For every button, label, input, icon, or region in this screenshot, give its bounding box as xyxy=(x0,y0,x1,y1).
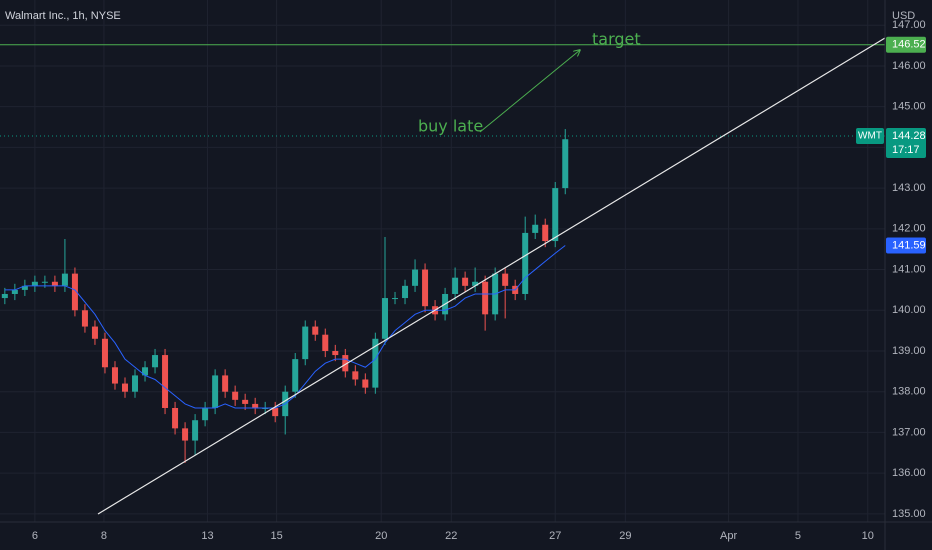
candle-body xyxy=(312,326,319,335)
candle-body xyxy=(21,285,28,290)
y-tick-label: 145.00 xyxy=(892,101,926,113)
x-tick-label: 5 xyxy=(795,530,801,542)
candle-body xyxy=(222,375,229,392)
x-tick-label: 10 xyxy=(862,530,874,542)
candle-body xyxy=(352,371,359,380)
x-tick-label: 13 xyxy=(201,530,213,542)
candle-body xyxy=(202,407,209,421)
symbol-badge xyxy=(856,127,884,144)
candle-body xyxy=(372,338,379,388)
candle-body xyxy=(522,232,529,294)
target-badge xyxy=(886,36,926,53)
candle-body xyxy=(41,281,48,283)
symbol-label: WMT xyxy=(858,131,882,142)
candle-body xyxy=(81,310,88,327)
candle-body xyxy=(482,281,489,315)
ma-price-label: 141.59 xyxy=(892,239,926,251)
y-tick-label: 146.00 xyxy=(892,60,926,72)
y-tick-label: 143.00 xyxy=(892,182,926,194)
candle-body xyxy=(252,403,259,408)
candle-body xyxy=(91,326,98,339)
candle-body xyxy=(61,273,68,286)
y-tick-label: 138.00 xyxy=(892,386,926,398)
candle-body xyxy=(142,367,149,376)
candle-body xyxy=(472,281,479,286)
candle-body xyxy=(422,269,429,307)
last-price-label: 144.28 xyxy=(892,130,926,142)
x-tick-label: 20 xyxy=(375,530,387,542)
x-tick-label: 6 xyxy=(32,530,38,542)
candle-body xyxy=(392,298,399,300)
chart-title: Walmart Inc., 1h, NYSE xyxy=(5,10,121,22)
countdown-label: 17:17 xyxy=(892,144,920,156)
grid xyxy=(0,0,885,522)
candle-body xyxy=(382,298,389,339)
y-tick-label: 139.00 xyxy=(892,345,926,357)
currency: USD xyxy=(892,10,915,22)
y-tick-label: 137.00 xyxy=(892,426,926,438)
candle-body xyxy=(182,428,189,441)
x-tick-label: 29 xyxy=(619,530,631,542)
trend-line xyxy=(97,37,886,515)
candle-body xyxy=(172,407,179,429)
candle-body xyxy=(562,139,569,189)
candle-body xyxy=(342,355,349,372)
candle-body xyxy=(362,379,369,388)
candle-body xyxy=(532,224,539,233)
y-tick-label: 142.00 xyxy=(892,223,926,235)
y-tick-label: 147.00 xyxy=(892,19,926,31)
candle-body xyxy=(51,281,58,286)
candle-body xyxy=(232,391,239,400)
x-tick-label: Apr xyxy=(720,530,737,542)
candle-body xyxy=(192,420,199,441)
annotation-target: target xyxy=(592,30,641,49)
y-tick-label: 141.00 xyxy=(892,263,926,275)
candle-body xyxy=(332,350,339,356)
candle-body xyxy=(552,188,559,242)
axes: 135.00 136.00 137.00 138.00 139.00 140.00 141.… xyxy=(32,19,926,542)
last-price-badge xyxy=(886,127,926,158)
annotation-buy: buy late xyxy=(418,117,483,136)
y-tick-label: 140.00 xyxy=(892,304,926,316)
candle-body xyxy=(452,277,459,294)
x-tick-label: 8 xyxy=(101,530,107,542)
candle-body xyxy=(412,269,419,286)
candle-body xyxy=(212,375,219,408)
ma-badge xyxy=(886,237,926,254)
x-tick-label: 15 xyxy=(270,530,282,542)
x-tick-label: 27 xyxy=(549,530,561,542)
moving-average xyxy=(4,245,566,409)
candle-body xyxy=(272,407,279,417)
candle-body xyxy=(502,273,509,286)
candle-body xyxy=(322,334,329,351)
candle-body xyxy=(152,355,159,368)
candle-body xyxy=(292,359,299,392)
candle-body xyxy=(132,375,139,392)
candle-body xyxy=(101,338,108,368)
plot xyxy=(0,44,885,463)
candle-body xyxy=(71,273,78,311)
target-price-label: 146.52 xyxy=(892,39,926,51)
candle-body xyxy=(402,285,409,299)
y-tick-label: 136.00 xyxy=(892,467,926,479)
candle-body xyxy=(462,277,469,286)
candle-body xyxy=(121,383,128,392)
candle-body xyxy=(302,326,309,360)
candle-body xyxy=(31,281,38,286)
arrow xyxy=(479,50,580,133)
candle-body xyxy=(162,355,169,408)
x-tick-label: 22 xyxy=(445,530,457,542)
candle-body xyxy=(11,289,18,294)
y-tick-label: 135.00 xyxy=(892,508,926,520)
candle-body xyxy=(542,224,549,242)
candle-body xyxy=(242,399,249,404)
candle-body xyxy=(1,293,8,299)
candle-body xyxy=(111,367,118,384)
